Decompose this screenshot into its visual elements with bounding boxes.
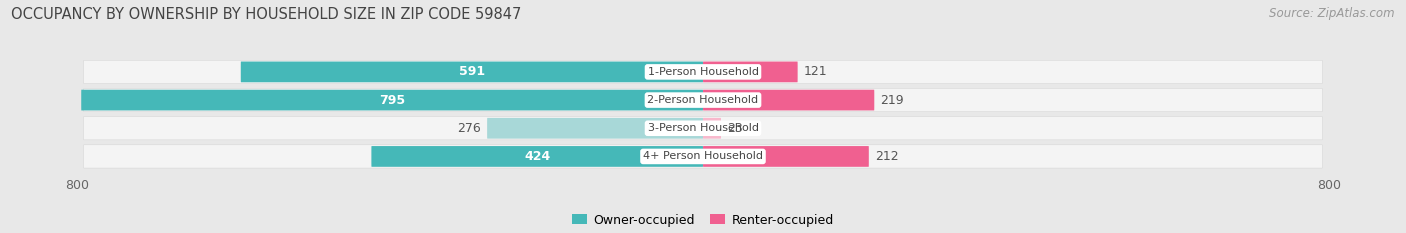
Text: 591: 591 — [458, 65, 485, 79]
FancyBboxPatch shape — [83, 60, 1323, 83]
Text: 3-Person Household: 3-Person Household — [648, 123, 758, 133]
Text: 219: 219 — [880, 94, 904, 106]
Text: 795: 795 — [380, 94, 405, 106]
FancyBboxPatch shape — [703, 146, 869, 167]
Text: 212: 212 — [875, 150, 898, 163]
FancyBboxPatch shape — [240, 62, 703, 82]
FancyBboxPatch shape — [486, 118, 703, 139]
Text: 424: 424 — [524, 150, 550, 163]
FancyBboxPatch shape — [83, 117, 1323, 140]
FancyBboxPatch shape — [703, 90, 875, 110]
Text: 4+ Person Household: 4+ Person Household — [643, 151, 763, 161]
Legend: Owner-occupied, Renter-occupied: Owner-occupied, Renter-occupied — [568, 209, 838, 232]
FancyBboxPatch shape — [371, 146, 703, 167]
FancyBboxPatch shape — [82, 90, 703, 110]
FancyBboxPatch shape — [703, 62, 797, 82]
Text: 23: 23 — [727, 122, 742, 135]
FancyBboxPatch shape — [83, 89, 1323, 112]
Text: 1-Person Household: 1-Person Household — [648, 67, 758, 77]
Text: OCCUPANCY BY OWNERSHIP BY HOUSEHOLD SIZE IN ZIP CODE 59847: OCCUPANCY BY OWNERSHIP BY HOUSEHOLD SIZE… — [11, 7, 522, 22]
FancyBboxPatch shape — [83, 145, 1323, 168]
Text: 276: 276 — [457, 122, 481, 135]
Text: 121: 121 — [804, 65, 828, 79]
FancyBboxPatch shape — [703, 118, 721, 139]
Text: 2-Person Household: 2-Person Household — [647, 95, 759, 105]
Text: Source: ZipAtlas.com: Source: ZipAtlas.com — [1270, 7, 1395, 20]
